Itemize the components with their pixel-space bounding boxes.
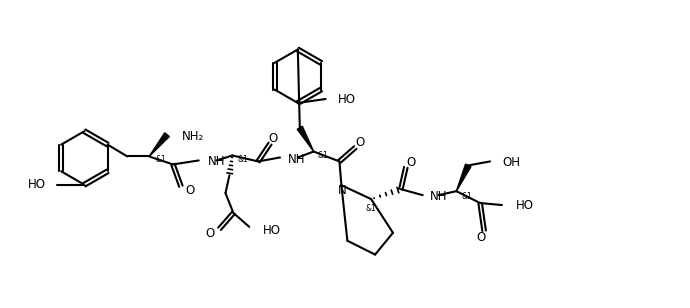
Text: O: O (355, 136, 365, 149)
Text: HO: HO (516, 199, 534, 212)
Text: &1: &1 (237, 155, 248, 164)
Text: &1: &1 (155, 155, 166, 164)
Text: &1: &1 (462, 192, 472, 201)
Text: HO: HO (28, 178, 46, 191)
Text: O: O (477, 231, 486, 244)
Text: HO: HO (263, 224, 281, 237)
Text: NH: NH (288, 153, 306, 166)
Text: N: N (338, 184, 347, 197)
Text: OH: OH (502, 156, 520, 169)
Text: &1: &1 (366, 204, 377, 213)
Text: &1: &1 (317, 151, 328, 160)
Polygon shape (297, 126, 314, 152)
Text: NH₂: NH₂ (182, 130, 204, 143)
Text: NH: NH (430, 190, 447, 203)
Text: O: O (268, 132, 277, 145)
Text: NH: NH (208, 155, 225, 168)
Text: O: O (206, 227, 215, 240)
Polygon shape (456, 164, 471, 191)
Text: O: O (406, 156, 415, 169)
Polygon shape (149, 133, 169, 156)
Text: HO: HO (337, 92, 355, 106)
Text: O: O (186, 184, 195, 197)
